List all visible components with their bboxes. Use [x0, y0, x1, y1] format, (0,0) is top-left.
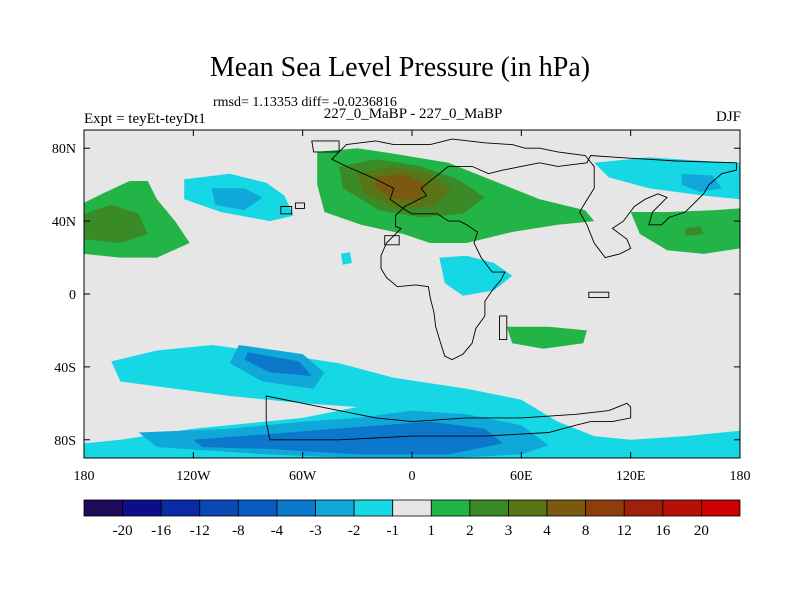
coastline-island — [311, 140, 340, 153]
axes: 180 120W 60W 0 60E 120E 180 80N 40N 0 40S 80S — [52, 130, 751, 484]
stats-label: rmsd= 1.13353 diff= -0.0236816 — [213, 95, 397, 110]
colorbar-label: -4 — [271, 523, 284, 539]
colorbar-swatch — [546, 499, 587, 517]
colorbar-swatch — [430, 499, 471, 517]
coastline-island — [499, 315, 508, 341]
season-label: DJF — [715, 109, 741, 125]
x-tick-label: 60W — [289, 469, 317, 484]
colorbar-swatch — [199, 499, 239, 517]
chart-title: Mean Sea Level Pressure (in hPa) — [209, 52, 591, 83]
contour-arabia-low — [439, 255, 513, 296]
period-label: 227_0_MaBP - 227_0_MaBP — [323, 106, 503, 122]
colorbar-label: 1 — [428, 523, 436, 539]
colorbar-swatch — [508, 499, 548, 517]
coastline-island — [384, 235, 400, 246]
colorbar-swatch — [315, 499, 355, 517]
y-tick-label: 40N — [52, 215, 76, 230]
x-tick-label: 180 — [730, 469, 751, 484]
colorbar-label: -2 — [348, 523, 361, 539]
y-tick-label: 0 — [69, 288, 76, 303]
colorbar-label: -1 — [386, 523, 399, 539]
colorbar-swatch — [585, 499, 625, 517]
colorbar-swatch — [469, 499, 509, 517]
contour-atlantic-low — [340, 252, 352, 265]
colorbar-swatch — [160, 499, 201, 517]
contour-southern-ocean-low — [193, 421, 504, 455]
x-tick-label: 0 — [409, 469, 416, 484]
x-tick-label: 180 — [74, 469, 95, 484]
colorbar-label: 20 — [694, 523, 709, 539]
contour-north-america-low — [211, 188, 263, 211]
contour-pacific-east-high — [685, 226, 704, 236]
y-tick-label: 40S — [54, 361, 76, 376]
colorbar-label: -8 — [232, 523, 245, 539]
y-tick-label: 80S — [54, 434, 76, 449]
contour-africa-high — [506, 326, 587, 349]
coastlines — [265, 138, 737, 441]
x-tick-label: 60E — [510, 469, 533, 484]
colorbar-label: 3 — [505, 523, 513, 539]
colorbar-swatch — [83, 499, 123, 517]
contour-pacific-west-high — [84, 204, 148, 243]
colorbar-label: 12 — [617, 523, 632, 539]
colorbar-label: 4 — [543, 523, 551, 539]
colorbar: -20 -16 -12 -8 -4 -3 -2 -1 1 2 3 4 8 12 16 20 — [83, 499, 741, 539]
contour-south-pacific-low — [244, 352, 312, 376]
colorbar-label: 16 — [655, 523, 671, 539]
experiment-label: Expt = teyEt-teyDt1 — [84, 111, 206, 127]
colorbar-swatch — [353, 499, 394, 517]
coastline-island — [588, 291, 610, 299]
y-tick-label: 80N — [52, 142, 76, 157]
colorbar-label: -16 — [151, 523, 171, 539]
colorbar-swatch — [662, 499, 702, 517]
x-tick-label: 120E — [616, 469, 646, 484]
colorbar-swatch — [701, 499, 741, 517]
colorbar-swatch — [623, 499, 664, 517]
colorbar-label: -3 — [309, 523, 322, 539]
contour-siberia-low — [681, 173, 722, 192]
coastline-island — [294, 202, 305, 209]
colorbar-label: -20 — [113, 523, 133, 539]
x-tick-label: 120W — [176, 469, 211, 484]
colorbar-swatch — [237, 499, 278, 517]
colorbar-label: 8 — [582, 523, 590, 539]
coastline-continents — [331, 138, 737, 361]
coastline-island — [280, 206, 293, 215]
contour-regions — [84, 148, 740, 458]
colorbar-swatch — [392, 499, 432, 517]
contour-europe-high — [375, 173, 427, 200]
colorbar-label: -12 — [190, 523, 210, 539]
colorbar-swatch — [122, 499, 162, 517]
coastline-south — [265, 395, 632, 441]
colorbar-swatch — [276, 499, 316, 517]
colorbar-label: 2 — [466, 523, 474, 539]
